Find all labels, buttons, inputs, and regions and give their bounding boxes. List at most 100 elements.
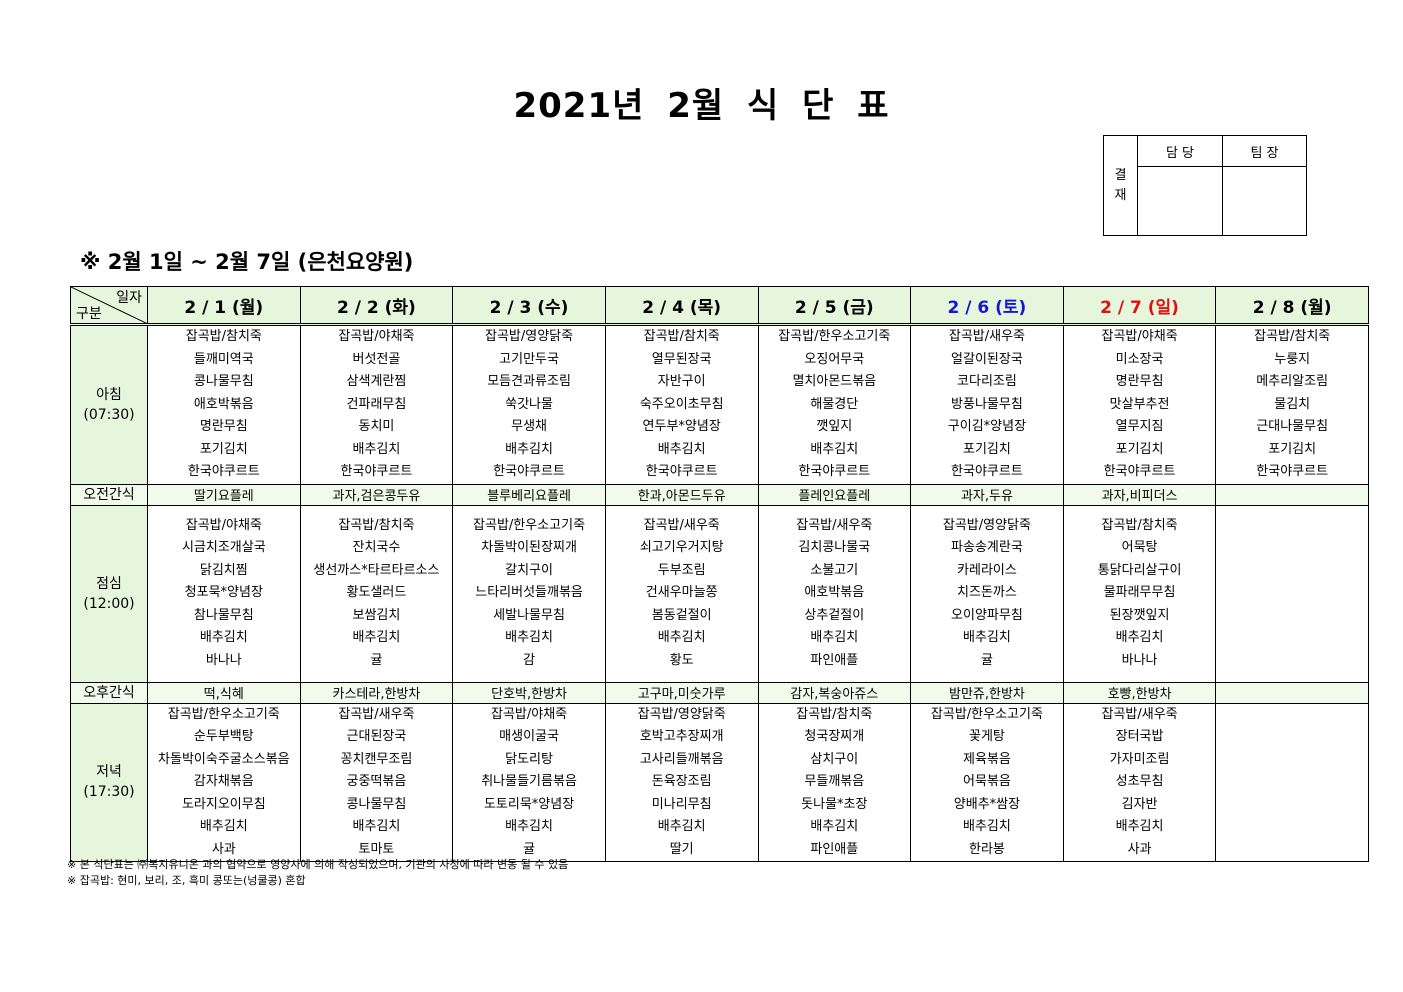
approval-signature-team-leader[interactable] — [1222, 166, 1307, 236]
menu-item: 토마토 — [358, 841, 395, 857]
menu-item: 잡곡밥/참치죽 — [643, 329, 720, 344]
menu-item: 바나나 — [1121, 652, 1158, 668]
approval-header-team-leader: 팀 장 — [1222, 135, 1307, 167]
menu-item: 갈치구이 — [505, 562, 553, 578]
menu-item: 명란무침 — [1115, 374, 1164, 389]
menu-item: 쑥갓나물 — [505, 396, 553, 412]
menu-item: 사과 — [211, 841, 236, 857]
menu-item: 꽁치캔무조림 — [340, 751, 413, 767]
menu-item: 귤 — [980, 652, 993, 668]
menu-item: 미나리무침 — [651, 796, 712, 812]
menu-item: 귤 — [523, 841, 536, 857]
meal-cell: 잡곡밥/참치죽 잔치국수 생선까스*타르타르소스 황도샐러드 보쌈김치 배추김치 귤 — [299, 504, 454, 683]
menu-item: 잡곡밥/한우소고기죽 — [167, 706, 280, 722]
meal-cell: 잡곡밥/한우소고기죽 오징어무국 멸치아몬드볶음 해물경단 깻잎지 배추김치 한국야쿠르트 — [757, 324, 912, 485]
menu-item: 잡곡밥/새우죽 — [338, 706, 415, 722]
menu-item: 된장깻잎지 — [1109, 607, 1170, 623]
menu-item: 배추김치 — [199, 630, 248, 646]
day-header: 2 / 5 (금) — [757, 286, 912, 326]
menu-item: 잡곡밥/한우소고기죽 — [778, 329, 891, 344]
snack-cell: 감자,복숭아쥬스 — [757, 681, 912, 704]
menu-item: 해물경단 — [810, 396, 859, 412]
row-label: 아침 (07:30) — [70, 324, 148, 485]
meal-cell: 잡곡밥/참치죽 들깨미역국 콩나물무침 애호박볶음 명란무침 포기김치 한국야쿠르트 — [147, 324, 301, 485]
menu-item: 차돌박이숙주굴소스볶음 — [158, 751, 290, 767]
menu-item: 잡곡밥/영양닭죽 — [942, 517, 1031, 533]
menu-item: 미소장국 — [1115, 351, 1164, 367]
menu-item: 방풍나물무침 — [951, 396, 1023, 412]
menu-item: 배추김치 — [810, 630, 859, 646]
footnotes: ※ 본 식단표는 ㈜복지유니온 과의 협약으로 영양사에 의해 작성되었으며, … — [67, 857, 568, 889]
meal-cell: 잡곡밥/참치죽 열무된장국 자반구이 숙주오이초무침 연두부*양념장 배추김치 한국야쿠르트 — [604, 324, 759, 485]
period-subtitle: ※ 2월 1일 ~ 2월 7일 (은천요양원) — [80, 250, 414, 274]
menu-item: 얼갈이된장국 — [951, 351, 1023, 367]
day-header: 2 / 6 (토) — [910, 286, 1064, 326]
corner-category-label: 구분 — [76, 306, 102, 322]
day-header: 2 / 2 (화) — [299, 286, 454, 326]
menu-item: 삼색계란찜 — [346, 374, 407, 389]
menu-item: 잡곡밥/참치죽 — [796, 706, 873, 722]
menu-item: 잡곡밥/한우소고기죽 — [930, 706, 1043, 722]
menu-item: 닭김치찜 — [199, 562, 248, 578]
menu-item: 김자반 — [1121, 796, 1158, 812]
menu-item: 코다리조림 — [957, 374, 1017, 389]
meal-cell: 잡곡밥/야채죽 미소장국 명란무침 맛살부추전 열무지짐 포기김치 한국야쿠르트 — [1062, 324, 1217, 485]
meal-cell: 잡곡밥/새우죽 김치콩나물국 소불고기 애호박볶음 상추겉절이 배추김치 파인애플 — [757, 504, 912, 683]
menu-item: 멸치아몬드볶음 — [792, 374, 877, 389]
meal-row: 아침 (07:30) 잡곡밥/참치죽 들깨미역국 콩나물무침 애호박볶음 명란무침 포기김치… — [70, 324, 1369, 485]
menu-item: 포기김치 — [963, 441, 1011, 457]
menu-item: 한국야쿠르트 — [798, 464, 871, 479]
menu-item: 무생채 — [511, 419, 547, 434]
meal-cell: 잡곡밥/새우죽 쇠고기우거지탕 두부조림 건새우마늘쫑 봄동겉절이 배추김치 황도 — [604, 504, 759, 683]
menu-table: 일자 구분 2 / 1 (월) 2 / 2 (화) 2 / 3 (수) 2 / 4 (… — [70, 286, 1369, 862]
snack-cell: 단호박,한방차 — [452, 681, 606, 704]
menu-item: 한라봉 — [968, 841, 1005, 857]
menu-item: 애호박볶음 — [804, 585, 865, 601]
menu-item: 파인애플 — [810, 652, 859, 668]
menu-item: 건새우마늘쫑 — [645, 585, 718, 601]
menu-item: 쇠고기우거지탕 — [639, 540, 724, 556]
menu-item: 닭도리탕 — [505, 751, 553, 767]
menu-item: 잡곡밥/야채죽 — [185, 517, 262, 533]
menu-item: 궁중떡볶음 — [346, 774, 407, 789]
menu-item: 사과 — [1127, 841, 1152, 857]
meal-cell: 잡곡밥/참치죽 어묵탕 통닭다리살구이 물파래무무침 된장깻잎지 배추김치 바나나 — [1062, 504, 1217, 683]
menu-item: 생선까스*타르타르소스 — [313, 562, 440, 578]
menu-item: 보쌈김치 — [352, 607, 401, 623]
day-header: 2 / 4 (목) — [604, 286, 759, 326]
menu-item: 배추김치 — [352, 819, 401, 834]
menu-item: 잡곡밥/새우죽 — [643, 517, 720, 533]
menu-item: 통닭다리살구이 — [1097, 562, 1182, 578]
menu-item: 잡곡밥/새우죽 — [1101, 706, 1178, 722]
menu-item: 두부조림 — [657, 562, 706, 578]
meal-cell: 잡곡밥/새우죽 근대된장국 꽁치캔무조림 궁중떡볶음 콩나물무침 배추김치 토마토 — [299, 702, 454, 862]
day-header: 2 / 8 (월) — [1215, 286, 1369, 326]
meal-cell: 잡곡밥/참치죽 청국장찌개 삼치구이 무들깨볶음 돗나물*초장 배추김치 파인애플 — [757, 702, 912, 862]
menu-item: 돗나물*초장 — [801, 796, 868, 812]
menu-item: 감자채볶음 — [193, 774, 254, 789]
menu-item: 잡곡밥/새우죽 — [948, 329, 1025, 344]
snack-cell: 한과,아몬드두유 — [604, 483, 759, 506]
menu-item: 도라지오이무침 — [181, 796, 266, 812]
menu-item: 매생이굴국 — [499, 729, 559, 744]
snack-cell: 과자,비피더스 — [1062, 483, 1217, 506]
approval-signature-manager[interactable] — [1137, 166, 1223, 236]
menu-item: 열무지짐 — [1115, 419, 1164, 434]
menu-item: 삼치구이 — [810, 751, 859, 767]
menu-item: 바나나 — [205, 652, 242, 668]
menu-item: 성초무침 — [1115, 774, 1164, 789]
footnote-1: ※ 본 식단표는 ㈜복지유니온 과의 협약으로 영양사에 의해 작성되었으며, … — [67, 858, 569, 871]
menu-item: 배추김치 — [810, 441, 859, 457]
menu-item: 파송송계란국 — [951, 540, 1023, 556]
menu-item: 제육볶음 — [963, 751, 1011, 767]
snack-cell: 블루베리요플레 — [452, 483, 606, 506]
menu-item: 잡곡밥/야채죽 — [338, 329, 415, 344]
menu-item: 감 — [523, 652, 536, 668]
menu-item: 배추김치 — [505, 441, 553, 457]
meal-cell: 잡곡밥/영양닭죽 고기만두국 모듬견과류조림 쑥갓나물 무생채 배추김치 한국야쿠르트 — [452, 324, 606, 485]
menu-item: 배추김치 — [352, 630, 401, 646]
snack-cell — [1215, 483, 1369, 506]
menu-item: 근대된장국 — [346, 729, 407, 744]
snack-cell: 딸기요플레 — [147, 483, 301, 506]
meal-cell: 잡곡밥/한우소고기죽 순두부백탕 차돌박이숙주굴소스볶음 감자채볶음 도라지오이무침 배추… — [147, 702, 301, 862]
